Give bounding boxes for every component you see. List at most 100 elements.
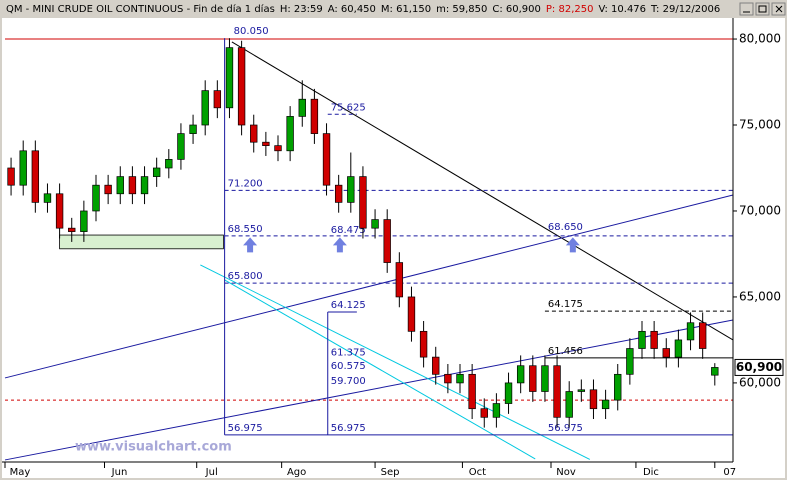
- candle-body: [529, 365, 537, 392]
- trend-line: [224, 279, 536, 460]
- level-label: 56.975: [228, 423, 263, 434]
- candle-body: [395, 262, 404, 298]
- level-label: 59.700: [331, 376, 366, 387]
- level-label: 71.200: [228, 178, 263, 189]
- candle-body: [347, 176, 355, 203]
- level-label: 68.650: [548, 222, 583, 233]
- header-field: V: 10.476: [598, 4, 646, 15]
- candle-body: [577, 389, 586, 392]
- candle-body: [614, 373, 622, 401]
- candle-body: [7, 167, 15, 186]
- x-tick-label: May: [10, 467, 31, 478]
- candle-body: [92, 184, 100, 212]
- candle-body: [31, 150, 40, 203]
- candle-body: [383, 219, 391, 263]
- candle-body: [444, 373, 452, 384]
- candle-body: [225, 47, 234, 109]
- candle-body: [359, 176, 367, 229]
- arrow-marker: [243, 237, 258, 253]
- y-tick-label: 65,000: [739, 289, 781, 303]
- restore-icon: [758, 5, 767, 13]
- candle-body: [322, 133, 331, 186]
- candle-body: [553, 365, 561, 418]
- candle-body: [104, 184, 112, 195]
- y-tick-label: 70,000: [739, 203, 781, 217]
- candle-body: [201, 90, 209, 126]
- candle-body: [407, 296, 416, 332]
- level-label: 56.975: [548, 423, 583, 434]
- last-price-label: 60,900: [736, 360, 782, 374]
- level-label: 64.125: [331, 300, 366, 311]
- candle-body: [504, 382, 513, 404]
- candle-body: [152, 167, 161, 177]
- x-tick-label: Sep: [381, 467, 400, 478]
- x-tick-label: Jul: [205, 467, 218, 478]
- header-field: C: 60,900: [492, 4, 541, 15]
- candle-body: [262, 141, 270, 146]
- candle-body: [80, 210, 88, 232]
- candle-body: [371, 219, 379, 229]
- candle-body: [334, 184, 343, 203]
- candle-body: [698, 322, 707, 349]
- candle-body: [565, 391, 573, 418]
- candle-body: [674, 339, 683, 358]
- candle-body: [711, 367, 719, 376]
- restore-button[interactable]: [755, 2, 770, 16]
- candle-body: [286, 116, 294, 152]
- header: QM - MINI CRUDE OIL CONTINUOUS - Fin de …: [6, 3, 720, 15]
- candle-body: [298, 98, 306, 117]
- candle-body: [516, 365, 525, 384]
- x-tick-label: 07: [723, 467, 736, 478]
- header-field: T: 29/12/2006: [650, 4, 720, 15]
- candle-body: [541, 365, 549, 392]
- zone: [59, 234, 224, 250]
- candle-body: [165, 159, 173, 169]
- candle-body: [274, 145, 282, 152]
- candle-body: [140, 176, 149, 195]
- x-tick-label: Ago: [287, 467, 306, 478]
- candle-body: [213, 90, 222, 109]
- header-field: A: 60,450: [328, 4, 376, 15]
- trend-line: [200, 264, 591, 460]
- candle-body: [626, 348, 634, 375]
- candle-body: [177, 133, 185, 160]
- trend-line: [4, 194, 734, 379]
- header-field: QM - MINI CRUDE OIL CONTINUOUS - Fin de …: [6, 3, 275, 15]
- trend-line: [4, 319, 734, 461]
- header-field: M: 61,150: [381, 4, 431, 15]
- candle-body: [468, 373, 476, 410]
- candle-body: [419, 330, 428, 358]
- candle-body: [662, 348, 670, 358]
- candle-body: [492, 403, 501, 418]
- minimize-button[interactable]: [739, 2, 754, 16]
- candle-body: [68, 227, 76, 232]
- level-label: 65.800: [228, 271, 263, 282]
- candle-body: [189, 124, 197, 134]
- level-label: 60.575: [331, 361, 366, 372]
- candle-body: [601, 399, 610, 410]
- header-field: m: 59,850: [436, 4, 487, 15]
- header-field: H: 23:59: [280, 4, 323, 15]
- x-tick-label: Nov: [556, 467, 576, 478]
- candle-body: [432, 356, 440, 375]
- level-label: 68.475: [331, 225, 366, 236]
- candle-body: [19, 150, 27, 186]
- x-tick-label: Dic: [643, 467, 659, 478]
- y-tick-label: 75,000: [739, 118, 781, 132]
- candle-body: [686, 322, 695, 341]
- x-tick-label: Jun: [111, 467, 128, 478]
- candle-body: [480, 408, 488, 418]
- trend-line: [231, 41, 734, 341]
- candle-body: [128, 176, 137, 195]
- arrow-marker: [565, 237, 580, 253]
- level-label: 56.975: [331, 423, 366, 434]
- candle-body: [55, 193, 64, 229]
- arrow-marker: [332, 237, 347, 253]
- close-icon: [775, 5, 783, 13]
- level-label: 75.625: [331, 102, 366, 113]
- plot: 80.050 75.625 71.200 68.550 68.475 68.650 65.8…: [4, 26, 734, 461]
- candle-body: [638, 330, 646, 349]
- candle-body: [250, 124, 258, 143]
- level-label: 64.175: [548, 299, 583, 310]
